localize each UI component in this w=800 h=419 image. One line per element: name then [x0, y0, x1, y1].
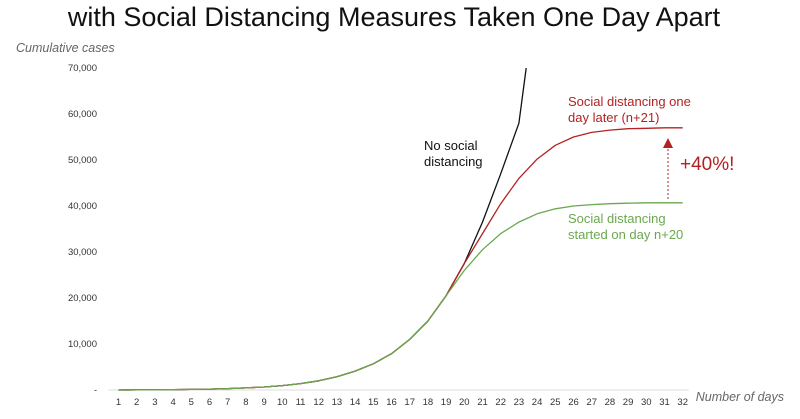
y-tick-label: 30,000: [68, 247, 97, 258]
x-tick-label: 15: [368, 397, 379, 408]
x-tick-label: 13: [332, 397, 343, 408]
y-tick-label: 20,000: [68, 293, 97, 304]
series-lines: [118, 67, 683, 391]
x-tick-label: 5: [189, 397, 194, 408]
y-tick-label: 70,000: [68, 63, 97, 74]
y-axis-ticks: - 10,000 20,000 30,000 40,000 50,000 60,000 70,…: [68, 63, 97, 396]
y-tick-label: 50,000: [68, 155, 97, 166]
x-tick-label: 14: [350, 397, 361, 408]
annotation-no-sd-line2: distancing: [424, 154, 483, 169]
annotation-started-line1: Social distancing: [568, 211, 666, 226]
x-tick-label: 7: [225, 397, 230, 408]
x-tick-label: 11: [296, 397, 306, 408]
x-tick-label: 21: [477, 397, 488, 408]
y-tick-label: -: [94, 385, 97, 396]
x-tick-label: 25: [550, 397, 561, 408]
annotation-no-sd-line1: No social: [424, 138, 478, 153]
x-axis-ticks: 1 2 3 4 5 6 7 8 9 10 11 12 13 14 15 16 17 18 19 20 21 22 23 24 2…: [116, 397, 688, 408]
x-tick-label: 32: [677, 397, 688, 408]
x-tick-label: 23: [514, 397, 525, 408]
x-tick-label: 12: [313, 397, 324, 408]
x-tick-label: 20: [459, 397, 470, 408]
x-tick-label: 24: [532, 397, 543, 408]
annotation-later-line1: Social distancing one: [568, 94, 691, 109]
y-tick-label: 10,000: [68, 339, 97, 350]
annotation-started-line2: started on day n+20: [568, 227, 683, 242]
annotation-later-line2: day later (n+21): [568, 110, 659, 125]
y-tick-label: 60,000: [68, 109, 97, 120]
series-no-social-distancing: [118, 67, 527, 391]
x-tick-label: 2: [134, 397, 139, 408]
x-tick-label: 19: [441, 397, 452, 408]
x-tick-label: 18: [423, 397, 434, 408]
x-tick-label: 26: [568, 397, 579, 408]
y-axis-label: Cumulative cases: [16, 41, 115, 55]
x-tick-label: 1: [116, 397, 121, 408]
x-tick-label: 28: [605, 397, 616, 408]
x-tick-label: 29: [623, 397, 634, 408]
x-tick-label: 6: [207, 397, 212, 408]
x-tick-label: 8: [243, 397, 248, 408]
x-axis-label: Number of days: [696, 390, 784, 404]
x-tick-label: 27: [586, 397, 597, 408]
series-day-later: [118, 127, 683, 391]
x-tick-label: 9: [261, 397, 266, 408]
x-tick-label: 31: [659, 397, 670, 408]
x-tick-label: 17: [404, 397, 415, 408]
chart-title: with Social Distancing Measures Taken On…: [67, 2, 721, 32]
increase-arrow-head: [663, 138, 673, 148]
x-tick-label: 30: [641, 397, 652, 408]
y-tick-label: 40,000: [68, 201, 97, 212]
x-tick-label: 4: [170, 397, 175, 408]
annotation-increase: +40%!: [680, 154, 734, 175]
x-tick-label: 16: [386, 397, 397, 408]
series-day-n20: [118, 202, 683, 391]
x-tick-label: 3: [152, 397, 157, 408]
x-tick-label: 10: [277, 397, 288, 408]
x-tick-label: 22: [495, 397, 506, 408]
